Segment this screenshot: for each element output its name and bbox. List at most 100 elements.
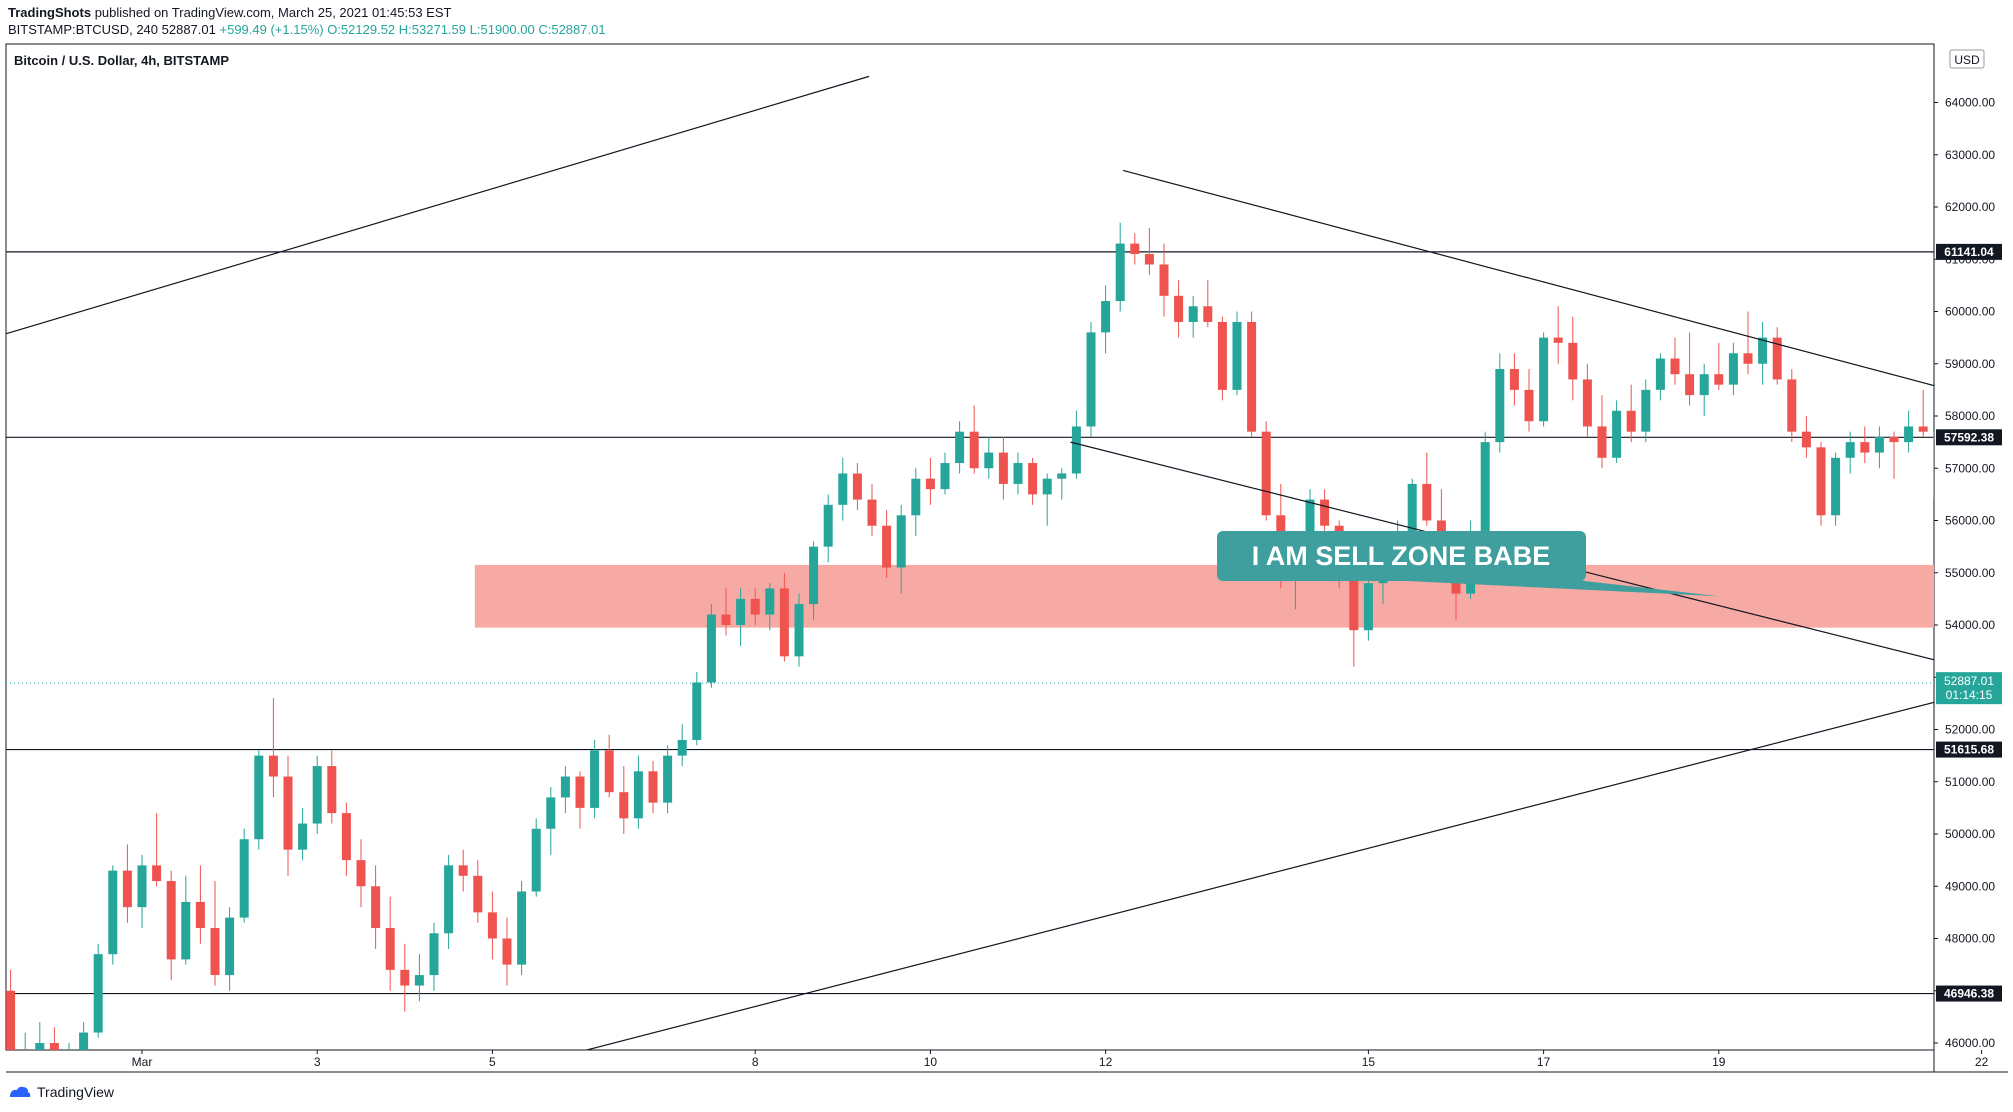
x-tick-label: 22 <box>1975 1055 1989 1069</box>
candle-body <box>779 588 789 657</box>
candle <box>122 844 132 923</box>
candle-body <box>79 1032 89 1050</box>
candle <box>1685 332 1695 406</box>
candle <box>1247 311 1257 437</box>
candle <box>1130 233 1140 265</box>
candle-body <box>736 598 746 625</box>
candle <box>1626 384 1636 443</box>
candle-body <box>473 875 483 913</box>
candle <box>560 766 570 814</box>
level-price-tag <box>1936 985 2002 1002</box>
candle-body <box>502 938 512 965</box>
x-tick-label: 12 <box>1099 1055 1113 1069</box>
candle-body <box>1217 321 1227 390</box>
candle <box>1159 243 1169 317</box>
candle <box>1524 368 1534 432</box>
candle-body <box>254 755 264 840</box>
candle-body <box>356 860 366 887</box>
candle-body <box>327 766 337 814</box>
candle <box>1582 363 1592 437</box>
candle-body <box>6 990 16 1050</box>
callout-text: I AM SELL ZONE BABE <box>1252 541 1551 571</box>
candle-body <box>298 823 308 850</box>
tradingview-footer[interactable]: TradingView <box>8 1084 114 1100</box>
level-price-label: 61141.04 <box>1944 245 1994 259</box>
level-price-label: 46946.38 <box>1944 987 1994 1001</box>
publish-header: TradingShots published on TradingView.co… <box>8 4 606 38</box>
y-tick-label: 50000.00 <box>1945 827 1995 841</box>
low-value: L:51900.00 <box>469 22 535 37</box>
candle-body <box>1480 442 1490 531</box>
candle <box>1261 421 1271 521</box>
candle-body <box>0 991 1 1022</box>
x-tick-label: Mar <box>132 1055 153 1069</box>
candle <box>604 734 614 798</box>
plot-frame <box>5 43 1935 1051</box>
candle-body <box>1057 473 1067 479</box>
candle-body <box>385 928 395 970</box>
candle <box>823 494 833 563</box>
candle-body <box>1918 426 1928 432</box>
candle-body <box>1524 389 1534 422</box>
candle-body <box>1553 337 1563 343</box>
candle-body <box>1758 337 1768 364</box>
candle <box>1349 572 1359 667</box>
candle <box>1670 337 1680 385</box>
trendline <box>584 701 1934 1050</box>
candle-body <box>1801 431 1811 448</box>
candle <box>0 980 1 1053</box>
candle <box>1217 316 1227 401</box>
candle <box>633 755 643 829</box>
candle-body <box>1422 483 1432 521</box>
candle <box>254 750 264 850</box>
x-tick-label: 5 <box>489 1055 496 1069</box>
candle <box>2006 573 2013 630</box>
y-tick-label: 54000.00 <box>1945 618 1995 632</box>
candle <box>998 436 1008 500</box>
candle <box>1071 410 1081 479</box>
candle <box>677 724 687 767</box>
candle-body <box>429 933 439 976</box>
candle-body <box>444 865 454 934</box>
candle <box>49 1027 59 1050</box>
candle <box>181 875 191 965</box>
x-tick-label: 8 <box>752 1055 759 1069</box>
candle <box>79 1022 89 1050</box>
candle <box>940 452 950 495</box>
candle <box>298 807 308 861</box>
candle-body <box>838 473 848 505</box>
candle-body <box>239 839 249 918</box>
candle <box>531 818 541 897</box>
y-tick-label: 62000.00 <box>1945 200 1995 214</box>
candle-body <box>1188 306 1198 322</box>
candle-body <box>49 1043 59 1050</box>
candle-body <box>1028 463 1038 495</box>
candle-body <box>487 912 497 939</box>
high-value: H:53271.59 <box>398 22 467 37</box>
candle-body <box>955 431 965 464</box>
candle <box>1845 431 1855 474</box>
candle-body <box>1831 457 1841 516</box>
y-tick-label: 46000.00 <box>1945 1036 1995 1050</box>
publisher-name[interactable]: TradingShots <box>8 5 92 20</box>
candle-body <box>1568 342 1578 380</box>
currency-box <box>1949 49 1985 69</box>
candle <box>838 457 848 521</box>
candle-body <box>1728 353 1738 385</box>
candle-body <box>108 870 118 955</box>
y-tick-label: 63000.00 <box>1945 148 1995 162</box>
candle-body <box>1787 379 1797 432</box>
candle <box>1553 306 1563 364</box>
candle-body <box>1772 337 1782 380</box>
candle-body <box>1509 368 1519 390</box>
level-price-label: 57592.38 <box>1944 430 1994 444</box>
candle <box>356 839 366 908</box>
candle <box>896 504 906 594</box>
y-tick-label: 56000.00 <box>1945 514 1995 528</box>
candle-body <box>1203 306 1213 322</box>
candle <box>882 510 892 578</box>
candle <box>1787 368 1797 443</box>
candle <box>195 865 205 944</box>
x-tick-label: 15 <box>1362 1055 1376 1069</box>
